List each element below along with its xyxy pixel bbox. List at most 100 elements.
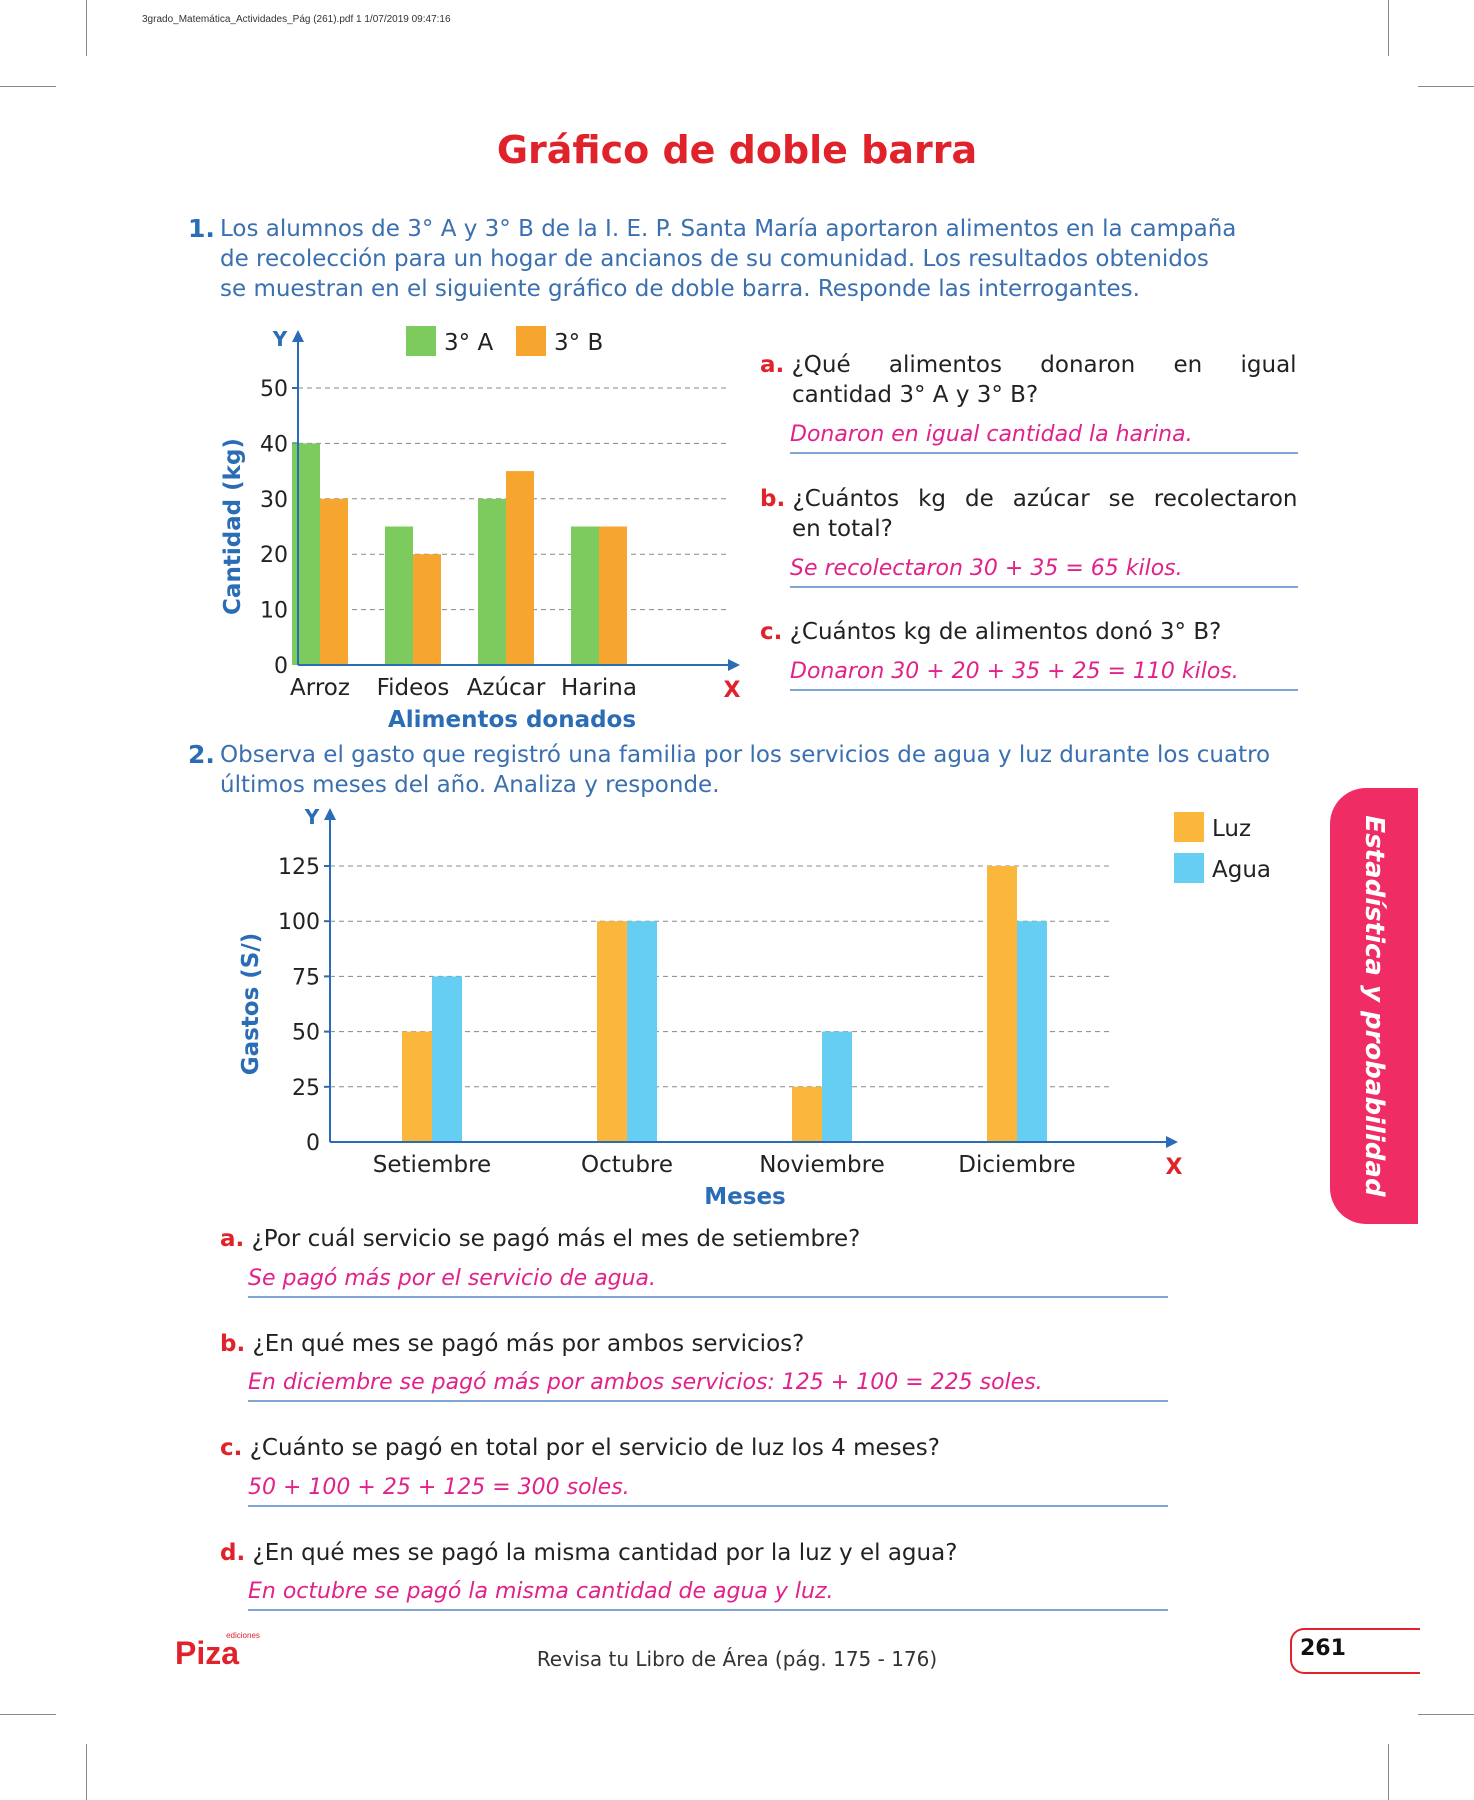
x-tick-label: Setiembre <box>373 1152 491 1178</box>
section-tab-label: Estadística y probabilidad <box>1359 815 1389 1197</box>
bar-series-2 <box>1017 921 1047 1142</box>
y-tick-label: 100 <box>278 910 320 935</box>
question-2d: d. ¿En qué mes se pagó la misma cantidad… <box>220 1538 1180 1568</box>
answer-2c: 50 + 100 + 25 + 125 = 300 soles. <box>248 1474 1168 1507</box>
text-line: últimos meses del año. Analiza y respond… <box>220 772 720 798</box>
chart-monthly-expenses: 0 25 50 75 100 125 Setiembre Octubre Noviembre Di… <box>238 805 1271 1210</box>
y-tick-label: 40 <box>260 432 288 457</box>
bar-series-1 <box>597 921 627 1142</box>
question-text: ¿Qué alimentos donaron en igual <box>791 352 1297 378</box>
text-line: se muestran en el siguiente gráfico de d… <box>220 276 1140 302</box>
question-2a: a. ¿Por cuál servicio se pagó más el mes… <box>220 1224 1180 1254</box>
y-tick-label: 10 <box>260 599 288 624</box>
bar-series-2 <box>432 976 462 1142</box>
bar-series-1 <box>292 443 320 665</box>
x-tick-label: Azúcar <box>467 675 546 701</box>
question-letter: a. <box>760 352 785 378</box>
text-line: Observa el gasto que registró una famili… <box>220 742 1271 768</box>
crop-mark <box>1388 0 1389 56</box>
question-text: ¿En qué mes se pagó más por ambos servic… <box>252 1331 805 1357</box>
x-tick-label: Harina <box>561 675 637 701</box>
bar-series-1 <box>571 526 599 665</box>
page-number-box <box>1290 1628 1420 1674</box>
question-letter: d. <box>220 1540 246 1566</box>
legend-swatch <box>406 326 436 356</box>
crop-mark <box>0 1714 56 1715</box>
y-tick-label: 20 <box>260 543 288 568</box>
x-axis-letter: X <box>1166 1155 1183 1180</box>
legend-swatch <box>516 326 546 356</box>
x-tick-label: Noviembre <box>759 1152 885 1178</box>
question-letter: a. <box>220 1226 245 1252</box>
text-line: Los alumnos de 3° A y 3° B de la I. E. P… <box>220 216 1237 242</box>
bar-series-2 <box>822 1031 852 1142</box>
y-axis-title: Gastos (S/) <box>238 933 264 1076</box>
question-1b: b. ¿Cuántos kg de azúcar se recolectaron… <box>760 484 1300 544</box>
crop-mark <box>86 1744 87 1800</box>
logo-small-text: ediciones <box>226 1631 260 1640</box>
answer-1b: Se recolectaron 30 + 35 = 65 kilos. <box>790 555 1298 588</box>
question-text: ¿En qué mes se pagó la misma cantidad po… <box>252 1540 958 1566</box>
y-axis-title: Cantidad (kg) <box>220 438 246 615</box>
answer-2b: En diciembre se pagó más por ambos servi… <box>248 1369 1168 1402</box>
x-axis-letter: X <box>724 678 741 703</box>
y-tick-label: 0 <box>306 1131 320 1156</box>
y-axis-arrow <box>324 808 336 820</box>
bar-series-1 <box>385 526 413 665</box>
bar-series-1 <box>478 498 506 665</box>
page-title: Gráfico de doble barra <box>496 128 978 172</box>
crop-mark <box>1418 1714 1474 1715</box>
answer-1a: Donaron en igual cantidad la harina. <box>790 421 1298 454</box>
y-tick-label: 50 <box>260 377 288 402</box>
question-2c: c. ¿Cuánto se pagó en total por el servi… <box>220 1433 1180 1463</box>
bar-series-2 <box>506 471 534 665</box>
legend-label: 3° B <box>554 330 603 356</box>
section-tab <box>1330 788 1418 1224</box>
logo-text: Piza <box>175 1635 239 1670</box>
question-letter: c. <box>760 619 783 645</box>
question-text: cantidad 3° A y 3° B? <box>792 382 1039 408</box>
legend-label: Agua <box>1212 857 1271 883</box>
y-tick-label: 125 <box>278 855 320 880</box>
crop-mark <box>0 86 56 87</box>
x-axis-title: Alimentos donados <box>388 707 636 733</box>
y-axis-arrow <box>292 330 304 342</box>
question-text: ¿Cuánto se pagó en total por el servicio… <box>249 1435 940 1461</box>
crop-mark <box>86 0 87 56</box>
question-text: ¿Cuántos kg de azúcar se recolectaron <box>792 486 1298 512</box>
publisher-logo: ediciones Piza <box>175 1630 275 1674</box>
file-header: 3grado_Matemática_Actividades_Pág (261).… <box>142 14 451 25</box>
bar-series-1 <box>402 1031 432 1142</box>
legend-swatch <box>1174 853 1204 883</box>
y-tick-label: 30 <box>260 488 288 513</box>
question-2b: b. ¿En qué mes se pagó más por ambos ser… <box>220 1329 1180 1359</box>
x-tick-label: Fideos <box>377 675 450 701</box>
text-line: de recolección para un hogar de ancianos… <box>220 246 1209 272</box>
question-2-text: Observa el gasto que registró una famili… <box>220 740 1310 800</box>
question-letter: c. <box>220 1435 243 1461</box>
question-text: ¿Por cuál servicio se pagó más el mes de… <box>251 1226 861 1252</box>
question-1a: a. ¿Qué alimentos donaron en igual canti… <box>760 350 1300 410</box>
y-axis-letter: Y <box>272 327 288 351</box>
crop-mark <box>1418 86 1474 87</box>
question-1-text: Los alumnos de 3° A y 3° B de la I. E. P… <box>220 214 1300 304</box>
question-number: 2. <box>188 740 215 769</box>
x-tick-label: Diciembre <box>958 1152 1075 1178</box>
question-letter: b. <box>220 1331 246 1357</box>
y-tick-label: 25 <box>292 1076 320 1101</box>
y-tick-label: 75 <box>292 965 320 990</box>
footer-note: Revisa tu Libro de Área (pág. 175 - 176) <box>536 1647 938 1671</box>
legend-swatch <box>1174 812 1204 842</box>
x-tick-label: Arroz <box>290 675 350 701</box>
bar-series-2 <box>627 921 657 1142</box>
bar-series-2 <box>413 554 441 665</box>
bar-series-1 <box>792 1086 822 1142</box>
question-letter: b. <box>760 486 786 512</box>
bar-series-2 <box>320 498 348 665</box>
legend-label: Luz <box>1212 816 1251 842</box>
x-axis-arrow <box>728 659 740 671</box>
x-axis-title: Meses <box>704 1184 785 1210</box>
chart-food-donations: 0 10 20 30 40 50 Arroz Fideos Azúcar Harina Y X Alim… <box>220 326 741 733</box>
x-axis-arrow <box>1166 1136 1178 1148</box>
question-number: 1. <box>188 214 215 243</box>
